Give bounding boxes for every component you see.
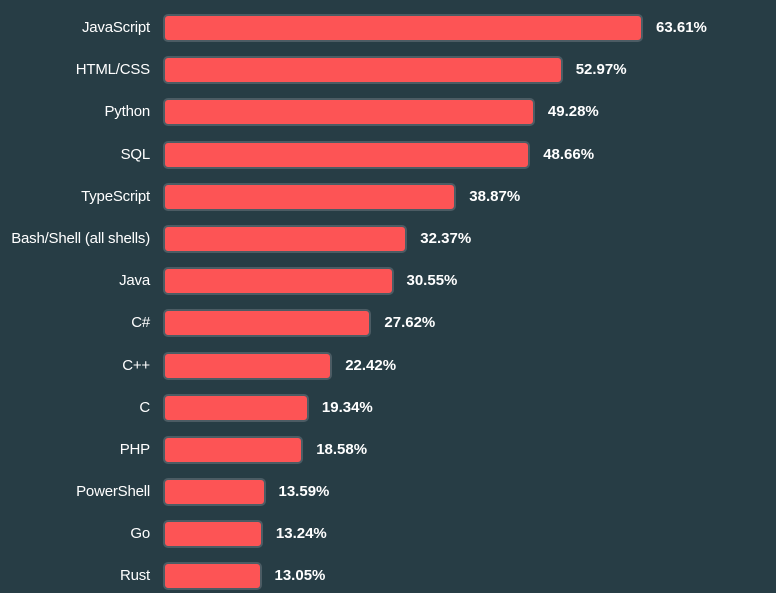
value-label: 49.28%: [547, 103, 599, 121]
category-label: JavaScript: [81, 19, 150, 36]
value-label: 22.42%: [345, 356, 397, 374]
chart-row: Go 13.24%: [0, 520, 776, 549]
value-label: 13.24%: [275, 525, 327, 543]
value-label: 13.59%: [278, 483, 330, 501]
value-label: 27.62%: [384, 314, 436, 332]
value-label: 19.34%: [321, 398, 373, 416]
bar-track: 13.59%: [163, 478, 776, 507]
bar: [163, 309, 372, 338]
bar: [163, 435, 304, 464]
bar-track: 13.05%: [163, 562, 776, 591]
category-label: PHP: [119, 440, 150, 458]
chart-row: TypeScript 38.87%: [0, 182, 776, 211]
value-label: 13.05%: [274, 567, 326, 585]
category-label: Go: [130, 525, 150, 543]
bar: [163, 520, 263, 549]
bar: [163, 351, 333, 380]
category-label: C#: [131, 314, 150, 332]
bar-track: 13.24%: [163, 520, 776, 549]
chart-row: C 19.34%: [0, 393, 776, 422]
chart-row: Python 49.28%: [0, 98, 776, 127]
bar: [163, 182, 457, 211]
bar: [163, 267, 394, 296]
category-label: C: [139, 398, 150, 416]
value-label: 18.58%: [316, 440, 368, 458]
bar-track: 52.97%: [163, 56, 776, 85]
bar-track: 49.28%: [163, 98, 776, 127]
bar: [163, 224, 408, 253]
chart-row: Bash/Shell (all shells) 32.37%: [0, 224, 776, 253]
bar-track: 48.66%: [163, 140, 776, 169]
chart-row: C# 27.62%: [0, 309, 776, 338]
bar: [163, 393, 309, 422]
bar: [163, 98, 535, 127]
value-label: 38.87%: [469, 187, 521, 205]
bar-track: 22.42%: [163, 351, 776, 380]
chart-row: JavaScript 63.61%: [0, 14, 776, 42]
bar-track: 19.34%: [163, 393, 776, 422]
bar: [163, 562, 262, 591]
category-label: Python: [104, 103, 151, 121]
value-label: 52.97%: [575, 61, 627, 79]
bar: [163, 14, 643, 42]
category-label: C++: [122, 356, 150, 374]
category-label: HTML/CSS: [75, 61, 150, 79]
bar-track: 63.61%: [163, 14, 776, 42]
chart-row: PHP 18.58%: [0, 435, 776, 464]
bar-track: 27.62%: [163, 309, 776, 338]
chart-row: HTML/CSS 52.97%: [0, 56, 776, 85]
category-label: SQL: [120, 145, 151, 163]
category-label: Bash/Shell (all shells): [11, 229, 150, 247]
chart-row: C++ 22.42%: [0, 351, 776, 380]
bar: [163, 140, 531, 169]
chart-row: Java 30.55%: [0, 267, 776, 296]
category-label: TypeScript: [81, 187, 150, 205]
chart-row: Rust 13.05%: [0, 562, 776, 591]
bar: [163, 56, 563, 85]
value-label: 63.61%: [656, 19, 707, 36]
bar-track: 30.55%: [163, 267, 776, 296]
bar: [163, 478, 266, 507]
chart-row: SQL 48.66%: [0, 140, 776, 169]
bar-track: 38.87%: [163, 182, 776, 211]
chart-row: PowerShell 13.59%: [0, 478, 776, 507]
category-label: Java: [119, 272, 150, 290]
value-label: 32.37%: [420, 229, 472, 247]
bar-track: 32.37%: [163, 224, 776, 253]
value-label: 48.66%: [543, 145, 595, 163]
bar-track: 18.58%: [163, 435, 776, 464]
category-label: Rust: [119, 567, 150, 585]
value-label: 30.55%: [406, 272, 458, 290]
category-label: PowerShell: [76, 483, 150, 501]
